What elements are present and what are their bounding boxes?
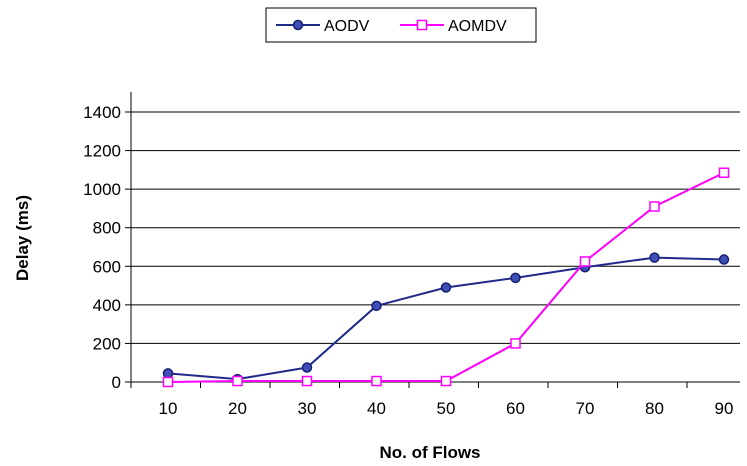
y-tick-label: 800: [93, 219, 121, 238]
y-tick-label: 1200: [83, 142, 121, 161]
y-tick-labels: 0 200 400 600 800 1000 1200 1400: [83, 103, 121, 392]
legend-marker-aodv: [292, 19, 304, 31]
x-tick-label: 70: [576, 399, 595, 418]
series-layer: [162, 167, 730, 388]
x-axis-title: No. of Flows: [379, 443, 480, 462]
legend-marker-aomdv: [416, 19, 428, 31]
x-tick-label: 90: [715, 399, 734, 418]
data-point-aodv: [649, 252, 660, 263]
x-tick-label: 20: [228, 399, 247, 418]
x-tick-label: 60: [506, 399, 525, 418]
data-point-aomdv: [579, 256, 591, 267]
data-point-aodv: [371, 300, 382, 312]
x-tick-label: 40: [367, 399, 386, 418]
legend-label-aomdv: AOMDV: [448, 18, 507, 35]
data-point-aodv: [718, 254, 730, 265]
y-axis-title: Delay (ms): [13, 195, 32, 281]
data-point-aodv: [162, 368, 174, 379]
data-point-aodv: [510, 272, 521, 284]
y-tick-label: 600: [93, 257, 121, 276]
series-line-aomdv: [167, 171, 725, 383]
data-point-aomdv: [718, 167, 730, 178]
data-point-aomdv: [510, 338, 521, 349]
data-point-aomdv: [232, 375, 243, 387]
x-tick-label: 30: [298, 399, 317, 418]
x-tick-labels: 10 20 30 40 50 60 70 80 90: [159, 399, 734, 418]
data-point-aomdv: [440, 375, 452, 387]
data-point-aodv: [301, 362, 313, 373]
y-tick-label: 400: [93, 296, 121, 315]
legend-label-aodv: AODV: [324, 18, 370, 35]
x-tick-label: 50: [437, 399, 456, 418]
y-tick-label: 200: [93, 334, 121, 353]
data-point-aomdv: [371, 375, 382, 387]
data-point-aomdv: [649, 201, 660, 212]
x-tick-label: 10: [159, 399, 178, 418]
series-line-aodv: [167, 256, 725, 381]
y-tick-label: 0: [112, 373, 121, 392]
y-tick-label: 1400: [83, 103, 121, 122]
x-tick-label: 80: [645, 399, 664, 418]
data-point-aomdv: [301, 375, 313, 387]
data-point-aodv: [440, 282, 452, 293]
data-point-aomdv: [162, 376, 174, 388]
legend: AODV AOMDV: [265, 7, 537, 43]
y-tick-label: 1000: [83, 180, 121, 199]
gridlines: [131, 111, 740, 344]
